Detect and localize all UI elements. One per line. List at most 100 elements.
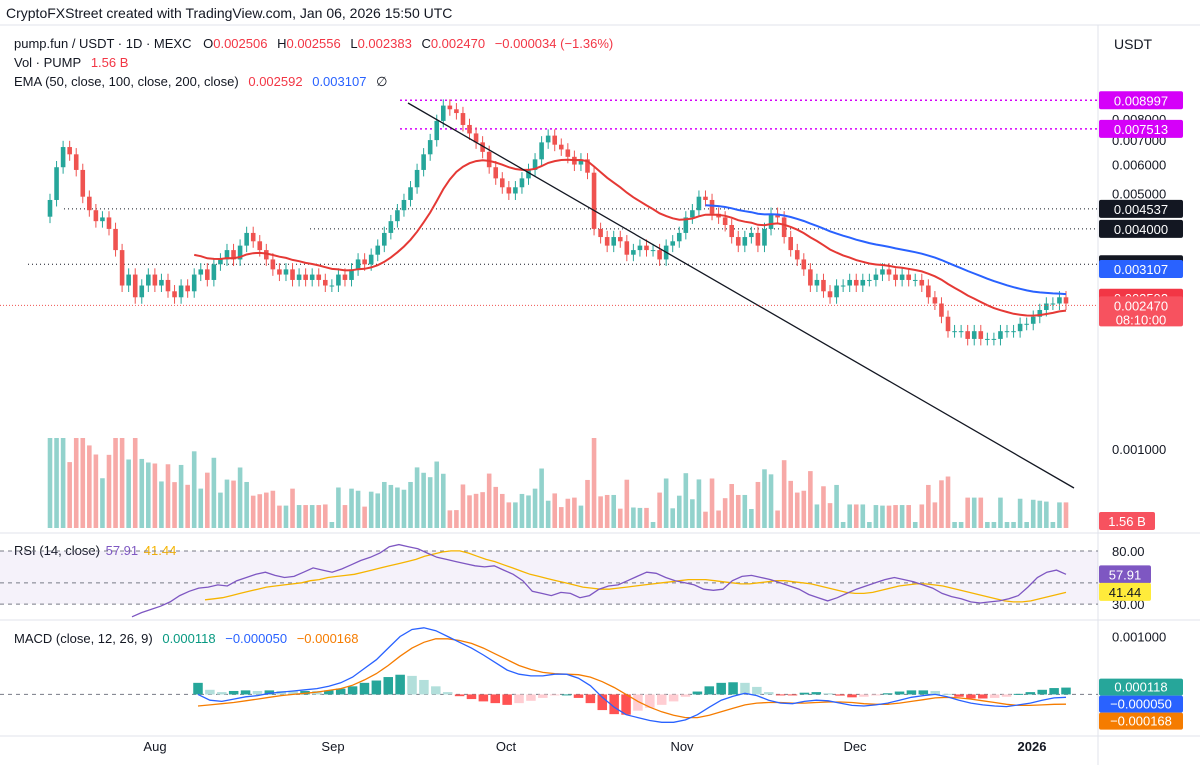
volume-bar [814, 504, 820, 528]
candle-body [1044, 303, 1049, 310]
candle-body [1004, 331, 1010, 333]
macd-hist-bar [918, 690, 929, 695]
volume-bar [146, 462, 151, 528]
macd-hist-bar [775, 694, 786, 696]
high-value: 0.002556 [286, 36, 341, 51]
volume-bar [1057, 502, 1062, 528]
volume-bar [93, 454, 99, 528]
macd-hist-bar [324, 690, 334, 695]
candle-body [323, 279, 328, 286]
macd-signal-value: −0.000168 [296, 631, 359, 646]
candle-body [506, 187, 512, 194]
candle-body [788, 237, 793, 251]
ema-label[interactable]: EMA (50, close, 100, close, 200, close) [14, 74, 239, 89]
currency-label[interactable]: USDT [1114, 36, 1153, 52]
volume-bar [414, 467, 420, 528]
macd-histogram [193, 674, 1071, 715]
candle-body [408, 187, 413, 200]
volume-bar [382, 481, 387, 528]
rsi-band [0, 550, 1098, 605]
volume-bar [617, 508, 623, 528]
macd-hist-bar [407, 675, 417, 695]
candle-body [257, 241, 263, 251]
ema100-value: 0.003107 [312, 74, 367, 89]
x-axis-tick-label: Aug [143, 739, 166, 754]
volume-bar [965, 497, 970, 528]
candle-body [1011, 331, 1016, 333]
macd-hist-bar [442, 692, 453, 695]
candle-body [965, 331, 970, 339]
price-tag [1099, 260, 1183, 279]
x-axis-tick-label: Dec [843, 739, 867, 754]
candle-body [1024, 323, 1029, 325]
volume-bar [939, 480, 944, 528]
y-axis-tick-label: 0.005000 [1112, 186, 1166, 201]
volume-bar [657, 492, 662, 528]
volume-bar [604, 494, 610, 528]
volume-bar [998, 497, 1003, 528]
volume-bar [794, 492, 800, 528]
candle-body [421, 154, 426, 170]
macd-hist-bar [989, 694, 1000, 698]
macd-hist-bar [217, 692, 227, 695]
volume-header[interactable]: Vol · PUMP 1.56 B [14, 55, 130, 70]
candle-body [467, 124, 472, 134]
macd-hist-bar [252, 690, 263, 695]
volume-bar [1044, 501, 1049, 528]
macd-hist-bar [704, 686, 715, 695]
volume-bar [60, 438, 66, 528]
volume-bar [447, 510, 453, 528]
candle-body [270, 259, 276, 270]
volume-bar [368, 491, 374, 528]
candle-body [919, 279, 925, 286]
candle-body [867, 279, 872, 281]
volume-bars [47, 438, 1069, 528]
volume-bar [539, 468, 544, 528]
rsi-axis-tick-label: 80.00 [1112, 544, 1145, 559]
volume-label[interactable]: Vol · PUMP [14, 55, 82, 70]
ema100-line [705, 204, 1067, 296]
candle-body [526, 169, 531, 179]
volume-bar [257, 494, 263, 528]
volume-bar [880, 505, 885, 528]
candle-body [991, 338, 997, 340]
volume-bar [611, 494, 617, 528]
candle-body [768, 213, 774, 229]
candle-body [290, 269, 295, 280]
x-axis-tick-label: Oct [496, 739, 517, 754]
candle-body [309, 274, 315, 280]
macd-hist-bar [419, 679, 429, 695]
symbol-header[interactable]: pump.fun / USDT · 1D · MEXC O0.002506 H0… [14, 36, 615, 51]
candle-body [316, 274, 322, 280]
macd-label[interactable]: MACD (close, 12, 26, 9) [14, 631, 153, 646]
volume-tag-label: 1.56 B [1108, 514, 1146, 529]
volume-bar [808, 471, 813, 528]
volume-bar [349, 488, 354, 528]
volume-bar [132, 438, 138, 528]
macd-hist-bar [288, 690, 298, 695]
macd-hist-bar [240, 690, 251, 695]
macd-hist-bar [906, 690, 917, 695]
candle-body [696, 196, 702, 211]
volume-bar [336, 487, 341, 528]
macd-header[interactable]: MACD (close, 12, 26, 9) 0.000118 −0.0000… [14, 631, 361, 646]
volume-bar [191, 451, 197, 528]
symbol-name[interactable]: pump.fun / USDT · 1D · MEXC [14, 36, 192, 51]
macd-hist-bar [621, 694, 631, 715]
volume-bar [237, 467, 243, 528]
macd-hist-bar [228, 690, 239, 695]
volume-bar [172, 482, 177, 528]
macd-hist-bar [454, 694, 465, 697]
macd-hist-value: 0.000118 [162, 631, 216, 646]
volume-bar [749, 509, 754, 528]
candle-body [303, 274, 308, 280]
macd-hist-bar [502, 694, 512, 705]
macd-hist-bar [347, 686, 358, 695]
candle-body [611, 237, 617, 246]
macd-hist-bar [847, 694, 857, 698]
price-tag-label: 0.003107 [1114, 262, 1168, 277]
ema-header[interactable]: EMA (50, close, 100, close, 200, close) … [14, 74, 389, 90]
volume-bar [264, 492, 269, 528]
macd-hist-bar [573, 694, 584, 698]
